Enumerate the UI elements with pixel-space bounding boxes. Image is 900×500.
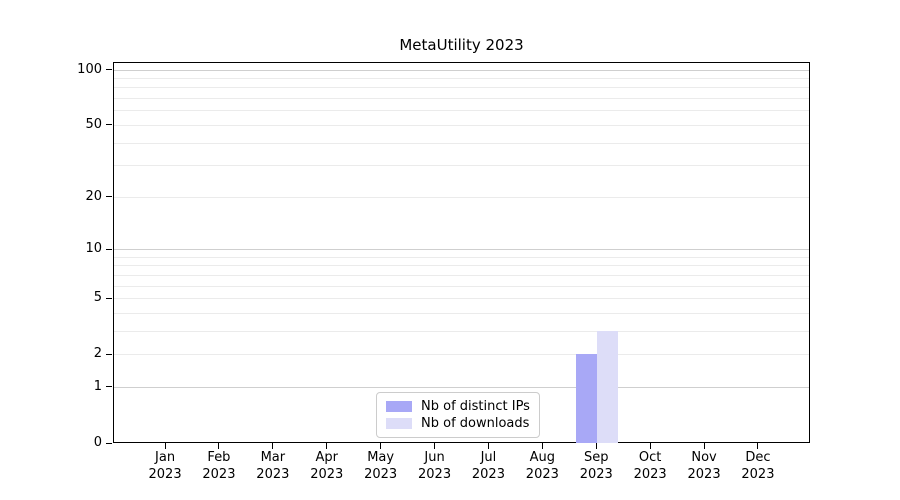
x-tick-label: Sep 2023 <box>569 449 623 483</box>
x-tick-label: Dec 2023 <box>731 449 785 483</box>
x-tick-month-label: Apr <box>315 450 339 465</box>
legend-label: Nb of downloads <box>421 416 530 431</box>
x-tick-mark <box>380 443 382 449</box>
x-tick-label: Jul 2023 <box>461 449 515 483</box>
x-tick-year-label: 2023 <box>310 467 344 482</box>
x-tick-label: Apr 2023 <box>300 449 354 483</box>
y-tick-mark <box>106 248 112 250</box>
x-tick-year-label: 2023 <box>364 467 398 482</box>
legend: Nb of distinct IPs Nb of downloads <box>376 392 540 438</box>
x-tick-label: Aug 2023 <box>515 449 569 483</box>
x-tick-label: Jun 2023 <box>408 449 462 483</box>
y-tick-mark <box>106 196 112 198</box>
x-tick-mark <box>703 443 705 449</box>
x-tick-label: May 2023 <box>354 449 408 483</box>
x-tick-month-label: May <box>367 450 395 465</box>
legend-label: Nb of distinct IPs <box>421 399 530 414</box>
x-tick-mark <box>649 443 651 449</box>
x-tick-year-label: 2023 <box>633 467 667 482</box>
y-tick-label: 10 <box>85 241 102 256</box>
gridline-minor-50 <box>114 124 809 126</box>
x-tick-year-label: 2023 <box>418 467 452 482</box>
legend-item: Nb of downloads <box>386 415 530 432</box>
x-tick-mark <box>164 443 166 449</box>
x-tick-label: Nov 2023 <box>677 449 731 483</box>
gridline-minor-40 <box>114 142 809 144</box>
x-tick-mark <box>434 443 436 449</box>
x-tick-label: Mar 2023 <box>246 449 300 483</box>
legend-swatch-nb-of-downloads <box>386 418 412 429</box>
gridline-minor-8 <box>114 265 809 267</box>
gridline-minor-2 <box>114 354 809 356</box>
gridline-minor-4 <box>114 312 809 314</box>
legend-item: Nb of distinct IPs <box>386 398 530 415</box>
x-tick-mark <box>757 443 759 449</box>
x-tick-month-label: Dec <box>745 450 771 465</box>
gridline-minor-7 <box>114 274 809 276</box>
y-tick-label: 100 <box>77 61 102 77</box>
x-tick-year-label: 2023 <box>579 467 613 482</box>
x-tick-month-label: Nov <box>691 450 717 465</box>
gridline-minor-90 <box>114 78 809 80</box>
x-tick-month-label: Jun <box>424 450 445 465</box>
x-tick-month-label: Oct <box>638 450 662 465</box>
x-tick-mark <box>272 443 274 449</box>
bar-nb-of-distinct-ips-sep <box>576 354 598 443</box>
y-tick-mark <box>106 353 112 355</box>
gridline-major-10 <box>114 249 809 250</box>
x-tick-mark <box>595 443 597 449</box>
x-tick-label: Oct 2023 <box>623 449 677 483</box>
x-tick-month-label: Jan <box>155 450 176 465</box>
x-tick-label: Jan 2023 <box>138 449 192 483</box>
y-tick-mark <box>106 297 112 299</box>
gridline-minor-3 <box>114 330 809 332</box>
gridline-major-1 <box>114 386 809 388</box>
x-tick-month-label: Sep <box>583 450 609 465</box>
x-tick-mark <box>326 443 328 449</box>
legend-swatch-nb-of-distinct-ips <box>386 401 412 412</box>
gridline-major-100 <box>114 69 809 71</box>
y-tick-mark <box>106 124 112 126</box>
gridline-minor-6 <box>114 285 809 287</box>
x-tick-year-label: 2023 <box>525 467 559 482</box>
y-tick-label: 50 <box>85 116 102 132</box>
x-tick-month-label: Aug <box>529 450 556 465</box>
x-tick-month-label: Jul <box>480 450 497 465</box>
x-tick-mark <box>487 443 489 449</box>
y-tick-label: 2 <box>93 346 102 362</box>
x-tick-year-label: 2023 <box>687 467 721 482</box>
plot-area <box>113 62 810 443</box>
x-tick-month-label: Mar <box>260 450 286 465</box>
gridline-minor-70 <box>114 98 809 100</box>
gridline-minor-80 <box>114 87 809 89</box>
x-tick-mark <box>541 443 543 449</box>
chart-title: MetaUtility 2023 <box>399 36 524 54</box>
y-tick-label: 1 <box>93 378 102 394</box>
gridline-minor-30 <box>114 165 809 167</box>
y-tick-label: 0 <box>93 435 102 450</box>
x-tick-mark <box>218 443 220 449</box>
y-tick-mark <box>106 69 112 71</box>
x-tick-year-label: 2023 <box>471 467 505 482</box>
y-tick-label: 5 <box>93 290 102 306</box>
bar-nb-of-downloads-sep <box>597 330 619 443</box>
gridline-minor-9 <box>114 256 809 258</box>
x-tick-year-label: 2023 <box>741 467 775 482</box>
x-tick-label: Feb 2023 <box>192 449 246 483</box>
x-tick-year-label: 2023 <box>148 467 182 482</box>
x-tick-year-label: 2023 <box>202 467 236 482</box>
gridline-minor-20 <box>114 196 809 198</box>
y-tick-label: 20 <box>85 188 102 204</box>
gridline-minor-60 <box>114 110 809 112</box>
y-tick-mark <box>106 386 112 388</box>
gridline-minor-5 <box>114 298 809 300</box>
x-tick-year-label: 2023 <box>256 467 290 482</box>
x-tick-month-label: Feb <box>207 450 231 465</box>
y-tick-mark <box>106 442 112 444</box>
